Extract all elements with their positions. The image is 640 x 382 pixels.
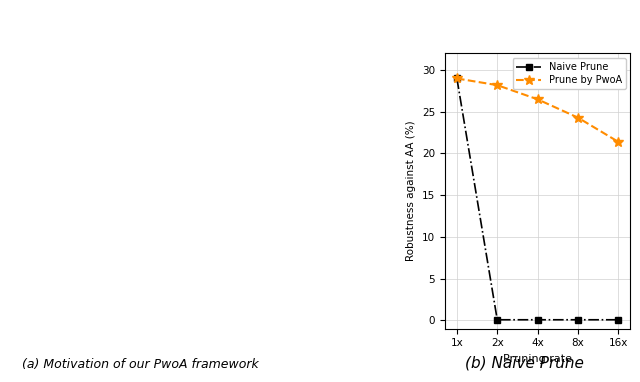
Prune by PwoA [453, 76, 461, 81]
Naive Prune [614, 317, 622, 322]
Prune by PwoA [493, 83, 501, 87]
Naive Prune [493, 317, 501, 322]
Legend: Naive Prune, Prune by PwoA: Naive Prune, Prune by PwoA [513, 58, 625, 89]
X-axis label: Pruning rate: Pruning rate [503, 354, 572, 364]
Prune by PwoA [534, 97, 541, 102]
Naive Prune [574, 317, 582, 322]
Prune by PwoA [614, 139, 622, 144]
Naive Prune [534, 317, 541, 322]
Text: (b) Naïve Prune: (b) Naïve Prune [465, 356, 584, 371]
Prune by PwoA [574, 115, 582, 120]
Text: (a) Motivation of our PwoA framework: (a) Motivation of our PwoA framework [22, 358, 259, 371]
Line: Prune by PwoA: Prune by PwoA [452, 74, 623, 147]
Y-axis label: Robustness against AA (%): Robustness against AA (%) [406, 121, 416, 261]
Naive Prune [453, 76, 461, 81]
Line: Naive Prune: Naive Prune [454, 76, 621, 322]
